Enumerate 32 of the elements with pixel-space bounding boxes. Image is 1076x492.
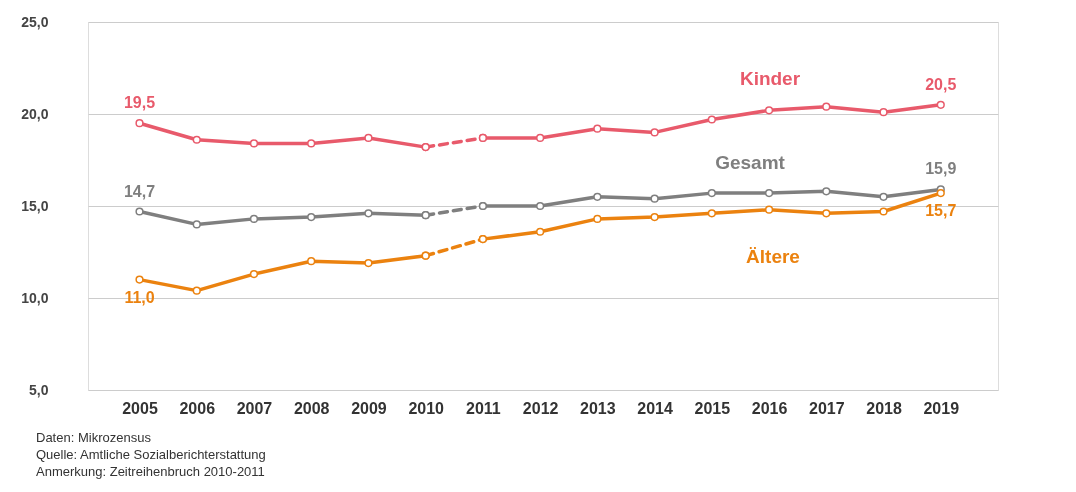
x-tick-label: 2018 [866, 399, 902, 417]
x-tick-label: 2009 [351, 399, 387, 417]
text: Gesamt [715, 152, 786, 173]
y-tick-label: 25,0 [21, 13, 49, 30]
x-tick-label: 2010 [408, 399, 445, 417]
data-label: 20,5 [925, 75, 957, 93]
x-tick-label: 2006 [179, 399, 216, 417]
x-tick-label: 2014 [637, 399, 673, 417]
y-tick-label: 5,0 [29, 381, 49, 398]
x-tick-label: 2017 [809, 399, 845, 417]
y-tick-label: 15,0 [21, 197, 49, 214]
x-tick-label: 2011 [466, 399, 501, 417]
text: Kinder [739, 68, 801, 89]
data-label: 15,9 [925, 160, 957, 178]
x-tick-label: 2008 [293, 399, 330, 417]
source-note: Quelle: Amtliche Sozialberichterstattung [36, 447, 266, 462]
data-label: 15,7 [925, 202, 957, 220]
x-tick-label: 2007 [236, 399, 273, 417]
x-tick-label: 2013 [580, 399, 616, 417]
y-tick-label: 10,0 [21, 289, 49, 306]
text: Ältere [746, 246, 800, 267]
text: Anmerkung: Zeitreihenbruch 2010-2011 [36, 464, 265, 479]
x-tick-label: 2005 [122, 399, 158, 417]
y-tick-label: 20,0 [21, 105, 49, 122]
x-tick-label: 2019 [923, 399, 960, 417]
x-tick-label: 2012 [522, 399, 559, 417]
text: Daten: Mikrozensus [36, 430, 152, 445]
x-tick-label: 2016 [751, 399, 788, 417]
data-label: 11,0 [124, 288, 155, 306]
x-tick-label: 2015 [694, 399, 731, 417]
data-label: 19,5 [123, 94, 156, 112]
data-label: 14,7 [123, 182, 156, 200]
